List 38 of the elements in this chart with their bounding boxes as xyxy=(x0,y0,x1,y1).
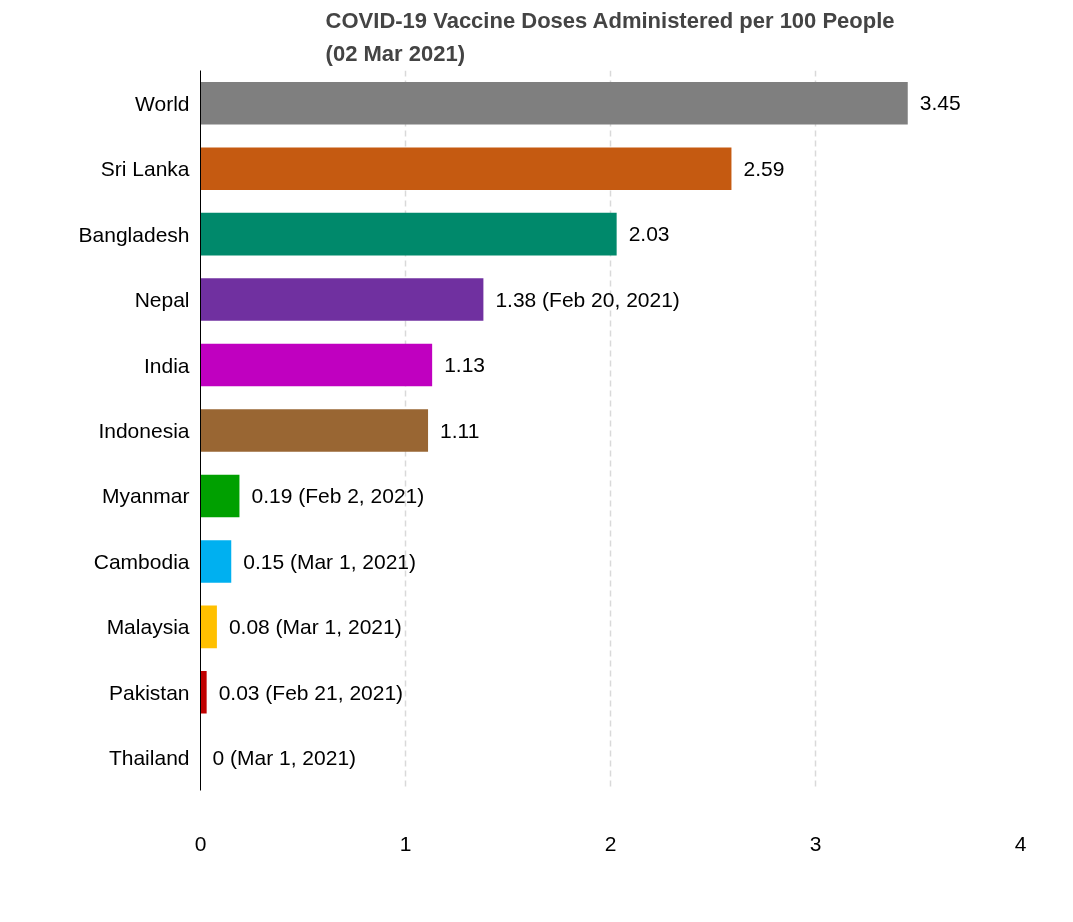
bar xyxy=(200,474,240,518)
data-label: 0.15 (Mar 1, 2021) xyxy=(243,549,417,573)
data-label: 1.11 xyxy=(440,418,480,442)
y-tick-label: Myanmar xyxy=(101,484,190,508)
bar xyxy=(200,278,484,321)
x-tick-label: 2 xyxy=(604,831,617,855)
data-label: 0 (Mar 1, 2021) xyxy=(212,746,357,770)
y-tick-label: Bangladesh xyxy=(78,222,190,246)
y-tick-label: Sri Lanka xyxy=(100,157,190,181)
y-tick-label: World xyxy=(135,91,190,115)
y-tick-label: Cambodia xyxy=(93,549,190,573)
y-tick-label: Pakistan xyxy=(108,680,190,704)
y-tick-label: Nepal xyxy=(134,288,190,312)
data-label: 2.59 xyxy=(743,156,785,180)
bar xyxy=(200,671,207,714)
bar xyxy=(200,147,732,190)
y-tick-label: Indonesia xyxy=(98,419,190,442)
bar xyxy=(200,212,617,256)
bar xyxy=(200,343,433,387)
y-tick-label: Thailand xyxy=(108,746,190,770)
data-label: 0.08 (Mar 1, 2021) xyxy=(228,615,402,639)
y-tick-label: India xyxy=(143,353,190,377)
data-label: 0.19 (Feb 2, 2021) xyxy=(251,484,425,508)
data-label: 0.03 (Feb 21, 2021) xyxy=(218,680,404,704)
x-tick-label: 0 xyxy=(194,831,207,855)
x-tick-label: 4 xyxy=(1014,831,1027,855)
data-label: 1.13 xyxy=(444,353,486,377)
x-tick-label: 1 xyxy=(399,831,412,855)
bar xyxy=(200,81,908,125)
y-tick-label: Malaysia xyxy=(106,615,190,639)
data-label: 2.03 xyxy=(628,222,670,246)
bar xyxy=(200,409,429,452)
bar xyxy=(200,605,217,649)
bar xyxy=(200,540,232,583)
x-tick-label: 3 xyxy=(809,831,822,855)
data-label: 3.45 xyxy=(919,91,961,115)
chart-title: COVID-19 Vaccine Doses Administered per 100 People (02 Mar 2021) xyxy=(325,8,895,66)
data-label: 1.38 (Feb 20, 2021) xyxy=(495,288,680,312)
